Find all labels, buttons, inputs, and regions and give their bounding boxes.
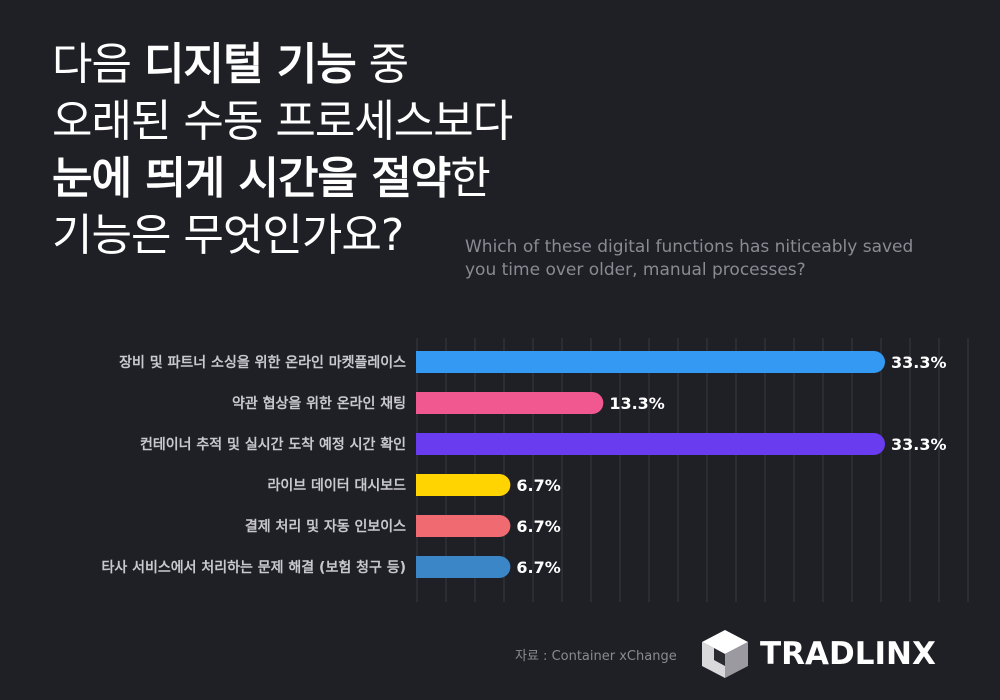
bar [416, 556, 511, 578]
bar [416, 474, 511, 496]
title-segment: 기능은 무엇인가요? [52, 210, 404, 261]
title-segment: 다음 [52, 39, 144, 90]
bar-base [416, 392, 438, 414]
value-label: 33.3% [891, 353, 947, 372]
category-label: 컨테이너 추적 및 실시간 도착 예정 시간 확인 [140, 436, 406, 453]
value-label: 6.7% [516, 476, 560, 495]
title-line-2: 오래된 수동 프로세스보다 [52, 93, 513, 150]
title-segment: 중 [355, 39, 409, 90]
page-title: 다음 디지털 기능 중 오래된 수동 프로세스보다 눈에 띄게 시간을 절약한 … [52, 36, 513, 264]
bar-base [416, 474, 438, 496]
category-label: 약관 협상을 위한 온라인 채팅 [232, 395, 406, 412]
bar-base [416, 433, 438, 455]
brand-name: TRADLINX [760, 636, 936, 672]
bar-chart: 장비 및 파트너 소싱을 위한 온라인 마켓플레이스 33.3% 약관 협상을 위한… [101, 338, 969, 602]
title-segment: 한 [450, 153, 490, 204]
value-label: 13.3% [609, 394, 665, 413]
title-line-4: 기능은 무엇인가요? [52, 207, 512, 264]
bar [416, 515, 511, 537]
value-label: 6.7% [516, 517, 560, 536]
bar-base [416, 351, 438, 373]
category-label: 장비 및 파트너 소싱을 위한 온라인 마켓플레이스 [119, 354, 406, 371]
cube-logo-icon [702, 630, 748, 678]
title-line-1: 다음 디지털 기능 중 [52, 36, 512, 93]
title-segment: 눈에 띄게 시간을 절약 [52, 153, 451, 204]
title-line-3: 눈에 띄게 시간을 절약한 [52, 150, 512, 207]
subtitle-english: Which of these digital functions has nit… [465, 237, 914, 280]
category-label: 라이브 데이터 대시보드 [267, 477, 406, 494]
bar [416, 392, 604, 414]
bar-base [416, 515, 438, 537]
title-segment: 디지털 기능 [143, 39, 357, 90]
bar [416, 351, 885, 373]
bar [416, 433, 885, 455]
title-segment: 오래된 수동 프로세스보다 [52, 96, 513, 147]
value-label: 33.3% [891, 435, 947, 454]
source-note: 자료 : Container xChange [515, 649, 677, 664]
category-label: 타사 서비스에서 처리하는 문제 해결 (보험 청구 등) [101, 559, 406, 576]
brand-logo: TRADLINX [700, 628, 936, 680]
category-label: 결제 처리 및 자동 인보이스 [245, 518, 406, 535]
bar-base [416, 556, 438, 578]
value-label: 6.7% [516, 558, 560, 577]
